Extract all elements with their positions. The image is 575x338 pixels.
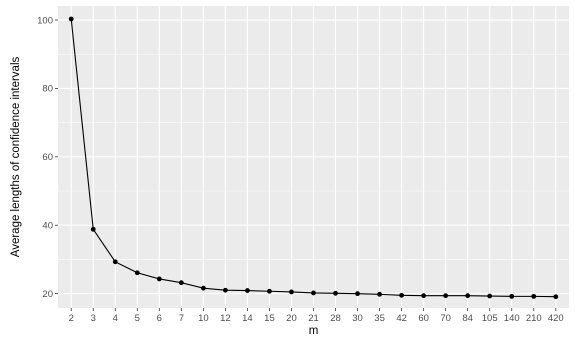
y-tick-label: 60 (42, 152, 53, 163)
data-point (399, 292, 405, 298)
data-point (134, 270, 140, 276)
x-tick-label: 210 (526, 313, 542, 324)
data-point (421, 293, 427, 299)
x-tick-label: 60 (418, 313, 429, 324)
x-tick-label: 14 (242, 313, 253, 324)
data-point (245, 288, 250, 293)
data-point (377, 291, 382, 297)
y-tick-label: 100 (37, 15, 53, 26)
y-tick-label: 40 (42, 221, 53, 232)
y-axis-ticks: 20 40 60 80 100 (37, 15, 58, 300)
data-point (200, 285, 206, 291)
x-tick-label: 21 (308, 313, 319, 324)
data-point (531, 293, 537, 299)
major-gridlines (58, 6, 569, 308)
data-point (443, 293, 449, 299)
x-tick-label: 35 (374, 313, 385, 324)
x-tick-label: 7 (179, 313, 184, 324)
x-tick-label: 420 (548, 313, 564, 324)
x-tick-label: 84 (462, 313, 473, 324)
data-point (68, 16, 74, 22)
x-tick-label: 2 (69, 313, 74, 324)
x-axis-title: m (309, 325, 319, 337)
x-tick-label: 12 (220, 313, 231, 324)
x-tick-label: 5 (135, 313, 140, 324)
x-tick-label: 70 (440, 313, 451, 324)
x-tick-label: 6 (157, 313, 162, 324)
data-point (333, 290, 338, 296)
y-tick-label: 20 (42, 289, 53, 300)
data-point (553, 294, 559, 300)
data-point (178, 280, 184, 286)
x-tick-label: 4 (113, 313, 118, 324)
x-axis-ticks: 2 3 4 5 6 7 10 12 14 15 20 21 28 30 35 42 60 70 84 105 140 21… (69, 308, 564, 324)
y-axis-title: Average lengths of confidence intervals (10, 56, 22, 257)
data-point (487, 293, 493, 299)
x-tick-label: 140 (504, 313, 520, 324)
data-points (68, 16, 559, 300)
data-point (90, 226, 96, 232)
x-tick-label: 15 (264, 313, 275, 324)
x-tick-label: 20 (286, 313, 297, 324)
data-point (465, 293, 471, 299)
y-tick-label: 80 (42, 84, 53, 95)
x-tick-label: 28 (330, 313, 341, 324)
data-point (267, 288, 272, 294)
data-point (289, 289, 294, 295)
data-point (112, 259, 118, 265)
x-tick-label: 10 (198, 313, 209, 324)
data-point (311, 290, 316, 296)
x-tick-label: 30 (352, 313, 363, 324)
data-point (222, 287, 228, 293)
data-point (509, 293, 515, 299)
data-point (355, 291, 360, 297)
x-tick-label: 105 (482, 313, 498, 324)
data-point (156, 276, 162, 282)
x-tick-label: 42 (396, 313, 407, 324)
x-tick-label: 3 (91, 313, 96, 324)
